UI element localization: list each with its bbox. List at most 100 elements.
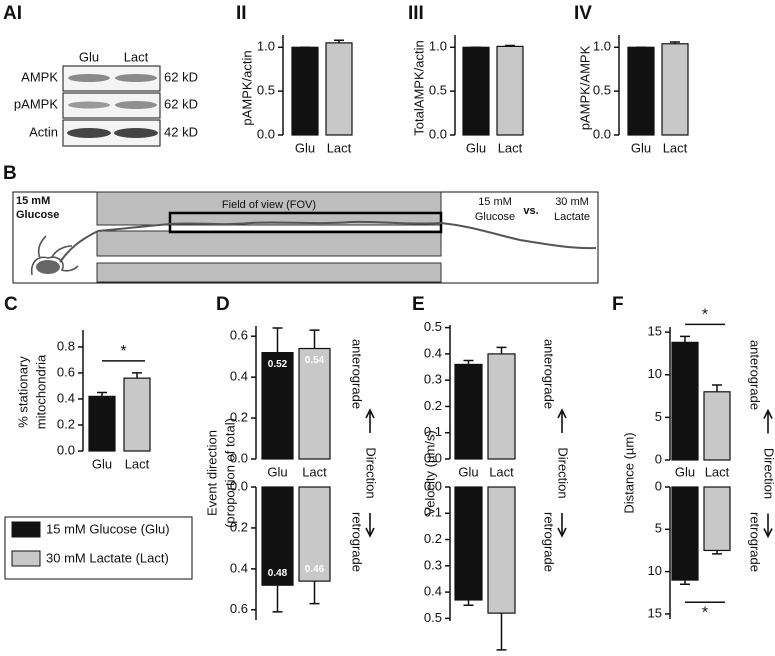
panel-label: AI bbox=[3, 3, 22, 24]
panel-label: D bbox=[216, 294, 230, 315]
x-tick-label: Glu bbox=[631, 140, 651, 155]
y-tick-label: 10 bbox=[648, 563, 662, 578]
fov-label: Field of view (FOV) bbox=[222, 199, 316, 211]
legend-swatch bbox=[11, 550, 41, 567]
error-bar bbox=[712, 550, 722, 555]
panel-label: IV bbox=[574, 3, 592, 24]
panel-label: II bbox=[236, 3, 247, 24]
significance-label: * bbox=[702, 605, 708, 622]
y-tick-label: 0.5 bbox=[593, 83, 611, 98]
fov-block bbox=[96, 262, 442, 283]
bar bbox=[703, 486, 731, 552]
direction-arrow bbox=[365, 408, 375, 433]
protein-label: AMPK bbox=[21, 69, 58, 84]
legend: 15 mM Glucose (Glu) 30 mM Lactate (Lact) bbox=[4, 516, 193, 580]
protein-label: pAMPK bbox=[14, 96, 58, 111]
direction-arrow bbox=[763, 408, 773, 434]
y-tick-label: 0.4 bbox=[424, 345, 442, 360]
x-tick-label: Lact bbox=[705, 464, 730, 479]
y-tick-label: 0.1 bbox=[424, 424, 442, 439]
error-bar bbox=[505, 44, 515, 47]
legend-label: 15 mM Glucose (Glu) bbox=[46, 521, 170, 536]
y-tick-label: 0 bbox=[655, 451, 662, 466]
y-tick-label: 0.2 bbox=[424, 531, 442, 546]
x-tick-label: Glu bbox=[466, 140, 486, 155]
x-tick-label: Glu bbox=[92, 456, 112, 471]
direction-label: Direction bbox=[364, 447, 379, 498]
y-tick-label: 0.3 bbox=[424, 557, 442, 572]
bar bbox=[291, 46, 319, 136]
direction-name: anterograde bbox=[542, 339, 557, 409]
bar bbox=[487, 353, 516, 460]
x-tick-label: Glu bbox=[458, 464, 478, 479]
direction-name: anterograde bbox=[748, 340, 763, 410]
y-tick-label: 0.0 bbox=[429, 126, 447, 141]
error-bar bbox=[97, 391, 107, 397]
y-tick-label: 5 bbox=[655, 409, 662, 424]
bar bbox=[496, 45, 524, 136]
lane-label: Lact bbox=[124, 49, 149, 64]
x-tick-label: Glu bbox=[675, 464, 695, 479]
protein-label: Actin bbox=[29, 124, 58, 139]
fov-block bbox=[96, 191, 442, 226]
panel-label: B bbox=[3, 163, 17, 184]
direction-name: retrograde bbox=[350, 512, 365, 572]
error-bar bbox=[272, 327, 283, 353]
compare-vs: vs. bbox=[523, 205, 538, 217]
error-bar bbox=[463, 359, 474, 365]
y-axis-label: mitochondria bbox=[33, 354, 48, 429]
bar bbox=[123, 377, 151, 452]
y-axis-label: pAMPK/actin bbox=[239, 50, 254, 125]
bar bbox=[627, 46, 655, 136]
bar bbox=[703, 391, 731, 461]
fov-block bbox=[96, 230, 442, 257]
y-tick-label: 5 bbox=[655, 521, 662, 536]
size-label: 62 kD bbox=[164, 96, 198, 111]
y-tick-label: 0.5 bbox=[424, 319, 442, 334]
band bbox=[115, 101, 157, 109]
lane-label: Glu bbox=[79, 49, 99, 64]
y-tick-label: 0.6 bbox=[57, 364, 75, 379]
y-tick-label: 0.0 bbox=[424, 478, 442, 493]
bar bbox=[671, 486, 699, 581]
error-bar bbox=[680, 335, 690, 343]
error-bar bbox=[680, 580, 690, 586]
y-tick-label: 0.2 bbox=[230, 519, 248, 534]
bar bbox=[462, 46, 490, 136]
band bbox=[67, 128, 111, 138]
y-tick-label: 0.5 bbox=[424, 610, 442, 625]
error-bar bbox=[309, 581, 320, 605]
panel-label: C bbox=[4, 294, 18, 315]
y-tick-label: 0.6 bbox=[230, 328, 248, 343]
data-label: 0.46 bbox=[305, 564, 325, 575]
y-tick-label: 0.5 bbox=[257, 83, 275, 98]
error-bar bbox=[463, 599, 474, 606]
legend-swatch bbox=[11, 521, 41, 538]
error-bar bbox=[132, 372, 142, 379]
bar bbox=[671, 341, 699, 461]
error-bar bbox=[712, 384, 722, 392]
bar bbox=[261, 352, 294, 460]
bar bbox=[454, 363, 483, 460]
soma bbox=[36, 260, 60, 274]
blot bbox=[62, 65, 161, 147]
neuron-soma bbox=[30, 235, 79, 276]
y-tick-label: 0 bbox=[655, 478, 662, 493]
y-axis-label: Velocity (µm/s) bbox=[422, 430, 437, 516]
direction-label: Direction bbox=[556, 447, 571, 498]
neuron bbox=[59, 220, 597, 263]
y-tick-label: 0.2 bbox=[57, 416, 75, 431]
y-tick-label: 0.0 bbox=[593, 126, 611, 141]
x-tick-label: Lact bbox=[489, 464, 514, 479]
y-tick-label: 15 bbox=[648, 605, 662, 620]
panel-label: F bbox=[612, 294, 624, 315]
y-axis-label: Distance (µm) bbox=[621, 432, 636, 513]
y-tick-label: 0.2 bbox=[230, 410, 248, 425]
bar bbox=[325, 42, 353, 136]
y-tick-label: 0.0 bbox=[230, 478, 248, 493]
direction-name: retrograde bbox=[748, 512, 763, 572]
y-tick-label: 1.0 bbox=[429, 39, 447, 54]
y-tick-label: 0.2 bbox=[424, 398, 442, 413]
direction-label: Direction bbox=[762, 448, 775, 499]
